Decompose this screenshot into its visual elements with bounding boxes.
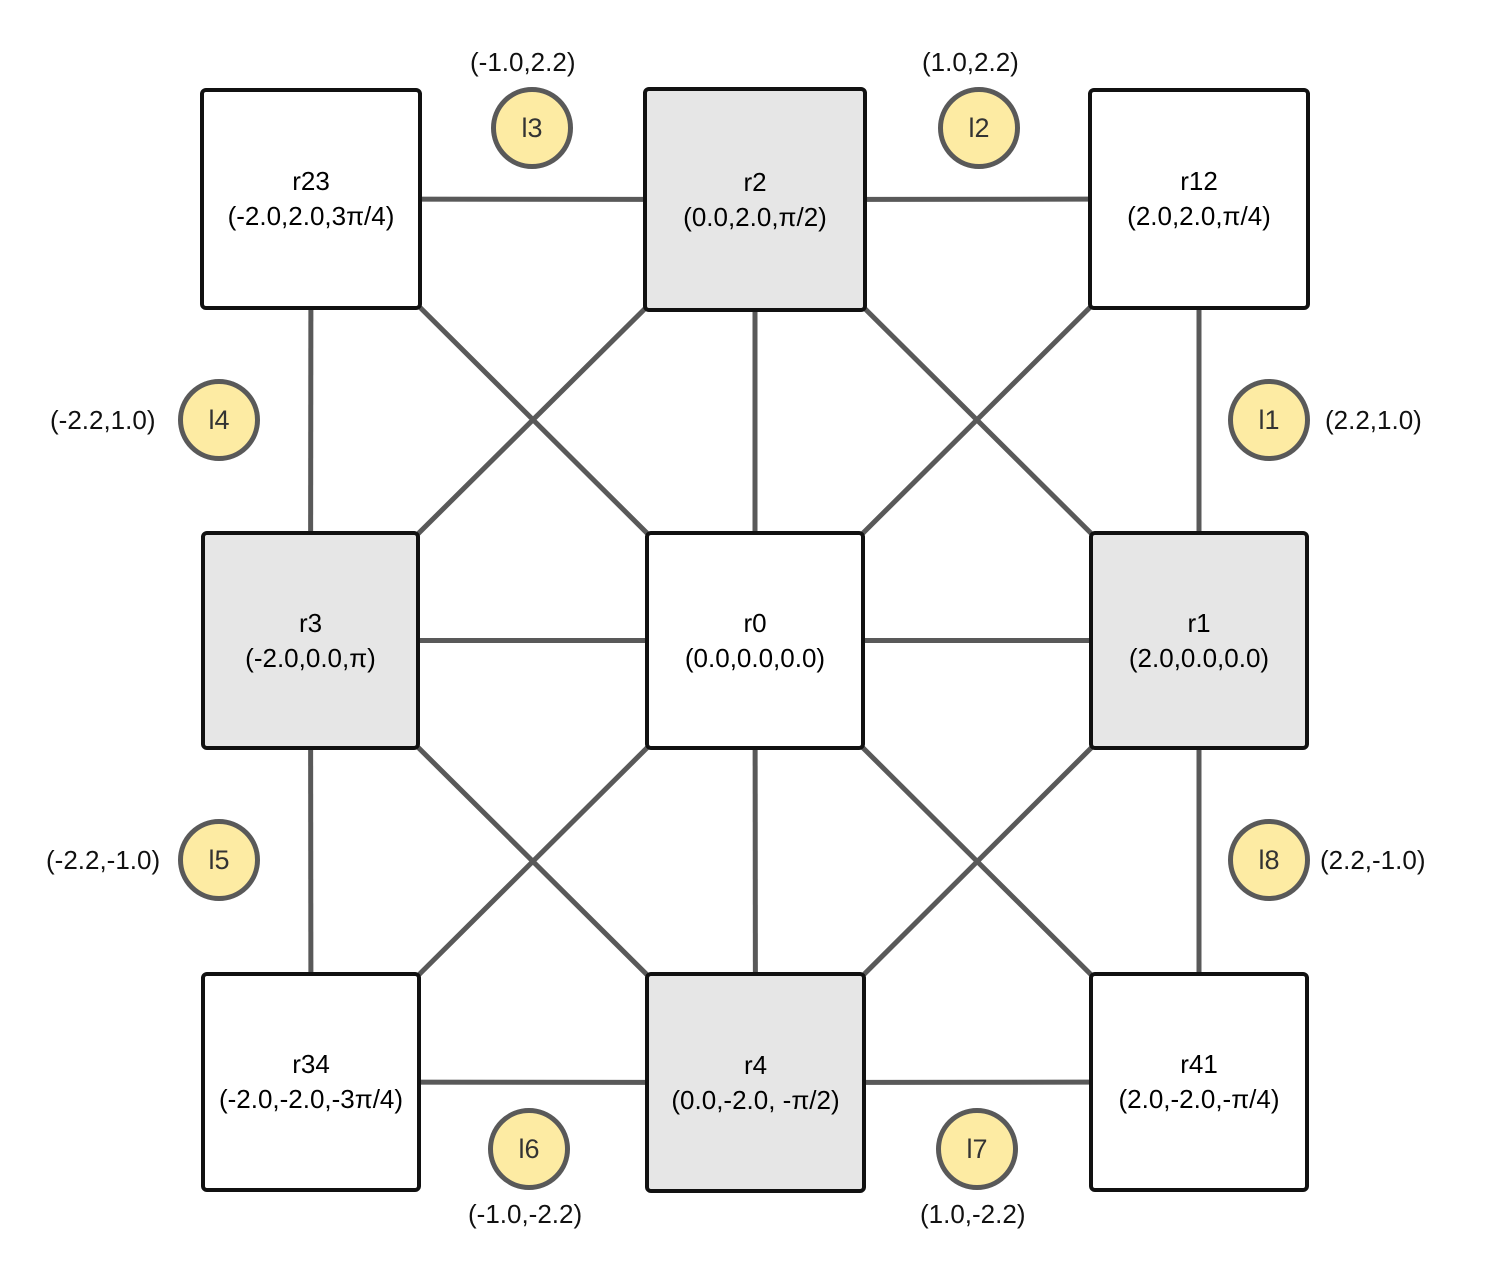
node-r1-pose: (2.0,0.0,0.0) — [1128, 642, 1270, 673]
node-r41-pose: (2.0,-2.0,-π/4) — [1118, 1084, 1280, 1114]
node-r3-pose: (-2.0,0.0,π) — [245, 642, 376, 673]
landmark-l6-coord: (-1.0,-2.2) — [468, 1199, 583, 1229]
landmark-l2-coord: (1.0,2.2) — [922, 47, 1019, 77]
node-r34-label: r34 — [292, 1049, 330, 1079]
node-r12-label: r12 — [1180, 166, 1218, 196]
landmark-l1: l1 — [1228, 379, 1310, 461]
node-r0-pose: (0.0,0.0,0.0) — [684, 642, 826, 673]
node-r2-label: r2 — [743, 166, 767, 197]
node-r41: r41 (2.0,-2.0,-π/4) — [1089, 972, 1309, 1192]
node-r12-pose: (2.0,2.0,π/4) — [1127, 201, 1271, 231]
landmark-l5: l5 — [178, 819, 260, 901]
node-r3-label: r3 — [298, 607, 323, 638]
node-r1-label: r1 — [1187, 607, 1211, 638]
node-r2-pose: (0.0,2.0,π/2) — [683, 201, 827, 232]
landmark-l6: l6 — [488, 1108, 570, 1190]
landmark-l4-coord: (-2.2,1.0) — [50, 405, 156, 435]
node-r41-label: r41 — [1180, 1049, 1218, 1079]
landmark-l8: l8 — [1228, 819, 1310, 901]
landmark-l4: l4 — [178, 379, 260, 461]
node-r3: r3 (-2.0,0.0,π) — [201, 531, 420, 750]
landmark-l5-coord: (-2.2,-1.0) — [46, 845, 161, 875]
node-r0: r0 (0.0,0.0,0.0) — [645, 531, 865, 750]
landmark-l3: l3 — [491, 87, 573, 169]
node-r4-label: r4 — [743, 1049, 768, 1080]
landmark-l2: l2 — [938, 87, 1020, 169]
landmark-l7: l7 — [936, 1108, 1018, 1190]
node-r4-pose: (0.0,-2.0, -π/2) — [671, 1084, 840, 1115]
node-r23-label: r23 — [292, 166, 330, 196]
landmark-l7-coord: (1.0,-2.2) — [920, 1199, 1026, 1229]
node-r4: r4 (0.0,-2.0, -π/2) — [645, 972, 866, 1193]
node-r23: r23 (-2.0,2.0,3π/4) — [200, 88, 422, 310]
landmark-l1-coord: (2.2,1.0) — [1325, 405, 1422, 435]
node-r34-pose: (-2.0,-2.0,-3π/4) — [218, 1084, 404, 1114]
node-r1: r1 (2.0,0.0,0.0) — [1089, 531, 1309, 750]
node-r2: r2 (0.0,2.0,π/2) — [643, 87, 867, 312]
node-r34: r34 (-2.0,-2.0,-3π/4) — [201, 972, 421, 1192]
node-r12: r12 (2.0,2.0,π/4) — [1088, 88, 1310, 310]
landmark-l8-coord: (2.2,-1.0) — [1320, 845, 1426, 875]
node-r23-pose: (-2.0,2.0,3π/4) — [227, 201, 395, 231]
landmark-l3-coord: (-1.0,2.2) — [470, 47, 576, 77]
node-r0-label: r0 — [743, 607, 767, 638]
